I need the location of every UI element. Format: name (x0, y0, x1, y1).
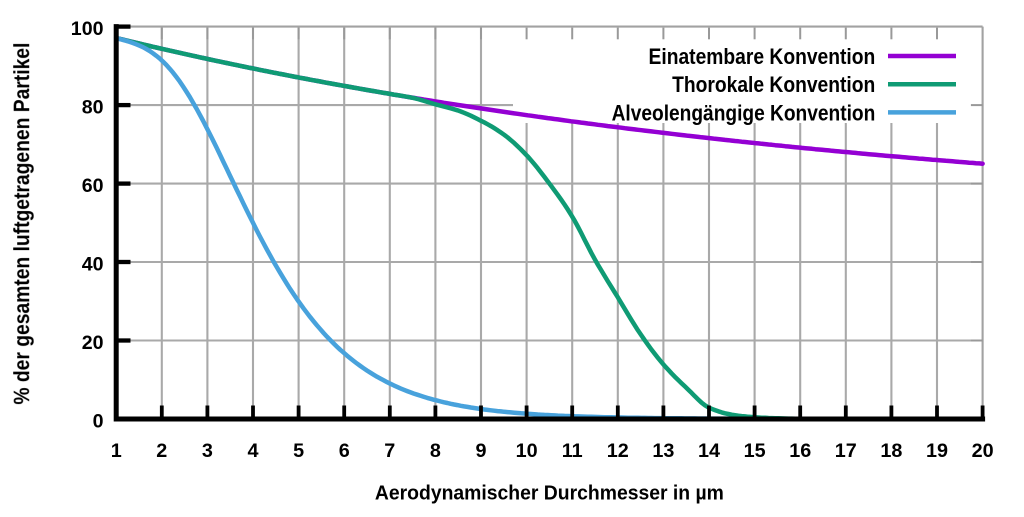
svg-text:5: 5 (293, 440, 304, 462)
svg-text:12: 12 (607, 440, 629, 462)
svg-text:15: 15 (744, 440, 766, 462)
svg-text:Einatembare Konvention: Einatembare Konvention (649, 44, 876, 69)
svg-text:100: 100 (71, 18, 104, 40)
svg-text:Aerodynamischer Durchmesser in: Aerodynamischer Durchmesser in µm (375, 482, 724, 505)
svg-text:60: 60 (82, 175, 104, 197)
svg-text:6: 6 (339, 440, 350, 462)
svg-text:2: 2 (156, 440, 167, 462)
svg-text:17: 17 (835, 440, 857, 462)
svg-text:10: 10 (516, 440, 538, 462)
svg-text:11: 11 (562, 440, 583, 462)
svg-text:3: 3 (202, 440, 213, 462)
svg-text:14: 14 (698, 440, 720, 462)
svg-text:19: 19 (926, 440, 948, 462)
svg-text:Thorokale Konvention: Thorokale Konvention (672, 72, 875, 97)
svg-text:4: 4 (247, 440, 258, 462)
svg-text:1: 1 (111, 440, 122, 462)
svg-text:Alveolengängige Konvention: Alveolengängige Konvention (612, 100, 876, 125)
svg-text:% der gesamten luftgetragenen: % der gesamten luftgetragenen Partikel (9, 43, 34, 405)
svg-text:0: 0 (93, 411, 104, 433)
svg-text:20: 20 (972, 440, 994, 462)
svg-text:13: 13 (652, 440, 674, 462)
svg-text:20: 20 (82, 332, 104, 354)
svg-text:80: 80 (82, 97, 104, 119)
svg-text:40: 40 (82, 254, 104, 276)
svg-text:16: 16 (789, 440, 811, 462)
svg-text:8: 8 (430, 440, 441, 462)
svg-text:7: 7 (384, 440, 395, 462)
svg-text:18: 18 (880, 440, 902, 462)
svg-text:9: 9 (475, 440, 486, 462)
